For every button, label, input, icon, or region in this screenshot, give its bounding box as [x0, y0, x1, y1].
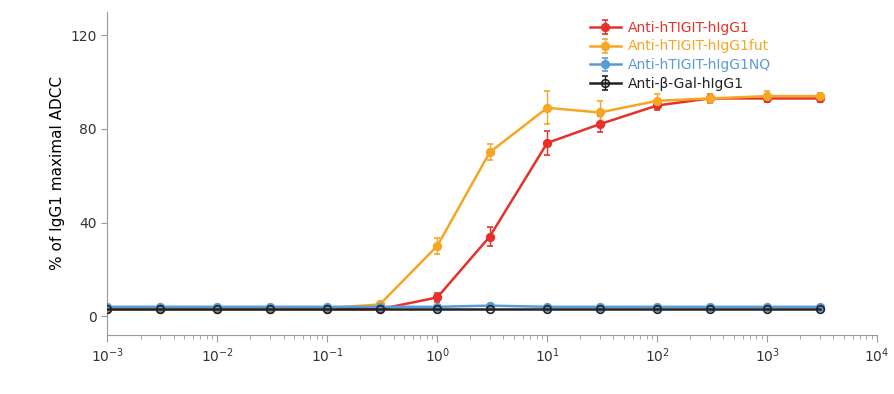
Y-axis label: % of IgG1 maximal ADCC: % of IgG1 maximal ADCC [50, 76, 65, 270]
Legend: Anti-hTIGIT-hIgG1, Anti-hTIGIT-hIgG1fut, Anti-hTIGIT-hIgG1NQ, Anti-β-Gal-hIgG1: Anti-hTIGIT-hIgG1, Anti-hTIGIT-hIgG1fut,… [584, 15, 775, 97]
